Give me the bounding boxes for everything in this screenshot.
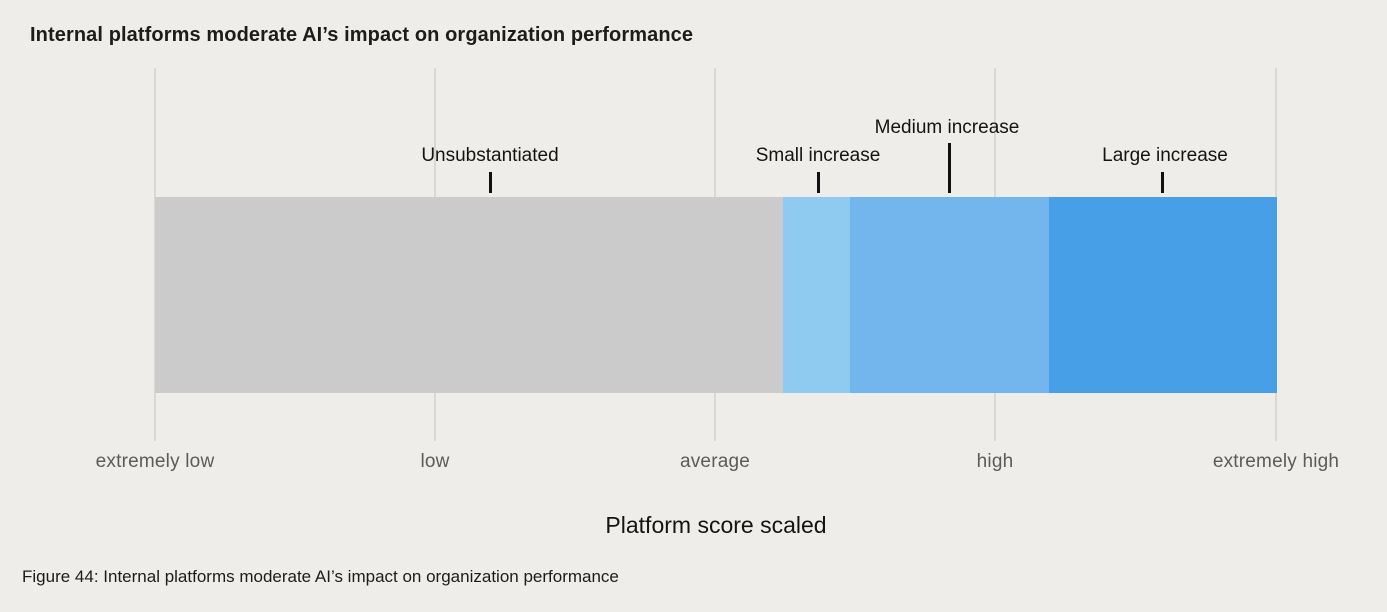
x-axis-title: Platform score scaled [605, 512, 827, 538]
annotation-large-increase: Large increase [1102, 145, 1228, 166]
bar-segment-large-increase [1049, 197, 1277, 393]
pointer-tick-large-increase [1161, 172, 1164, 193]
annotation-medium-increase: Medium increase [874, 117, 1020, 138]
pointer-tick-unsubstantiated [489, 172, 492, 193]
x-tick-label-low: low [420, 451, 450, 472]
annotation-small-increase: Small increase [755, 145, 881, 166]
annotation-unsubstantiated: Unsubstantiated [421, 145, 559, 166]
x-tick-label-extremely-high: extremely high [1212, 451, 1340, 472]
pointer-tick-medium-increase [948, 143, 951, 193]
x-tick-label-high: high [976, 451, 1014, 472]
segmented-scale-bar [155, 197, 1277, 393]
x-tick-label-average: average [679, 451, 751, 472]
bar-segment-unsubstantiated [155, 197, 783, 393]
figure-caption: Figure 44: Internal platforms moderate A… [22, 567, 619, 586]
chart-title: Internal platforms moderate AI’s impact … [30, 24, 694, 46]
x-tick-label-extremely-low: extremely low [95, 451, 215, 472]
bar-segment-medium-increase [850, 197, 1049, 393]
pointer-tick-small-increase [817, 172, 820, 193]
bar-segment-small-increase [783, 197, 850, 393]
